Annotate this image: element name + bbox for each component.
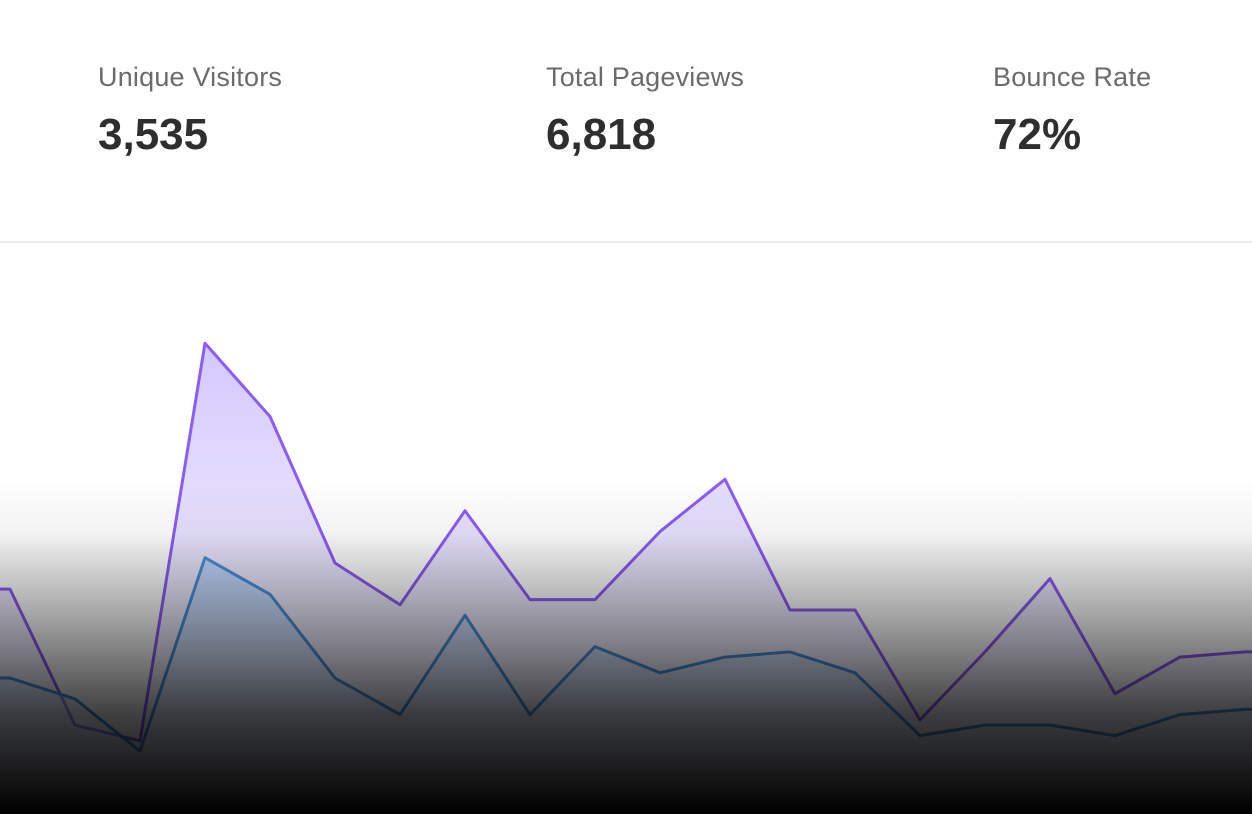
stat-total-pageviews[interactable]: Total Pageviews 6,818 [546,62,744,160]
stat-value: 6,818 [546,110,657,159]
stat-unique-visitors[interactable]: Unique Visitors 3,535 [98,62,282,160]
divider [0,241,1252,243]
bottom-fade-overlay [0,480,1252,814]
stat-label: Unique Visitors [98,62,283,92]
stat-value: 72% [993,110,1082,159]
chart-area [0,243,1252,814]
pageviews-series-point[interactable] [264,411,276,423]
stat-value: 3,535 [98,110,209,159]
traffic-chart [0,337,1252,814]
stat-label: Total Pageviews [546,62,745,92]
stats-row: Unique Visitors 3,535 Total Pageviews 6,… [0,0,1252,242]
stat-bounce-rate[interactable]: Bounce Rate 72% [993,62,1151,160]
stat-label: Bounce Rate [993,62,1152,92]
pageviews-series-point[interactable] [199,337,211,349]
